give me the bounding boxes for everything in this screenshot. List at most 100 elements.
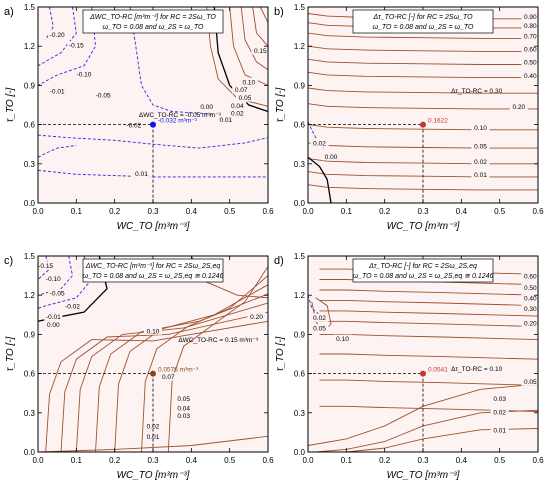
contour-label: 0.40 [524, 296, 537, 303]
legend-box [82, 258, 224, 283]
legend-text: ω_TO = 0.08 and ω_2S = ω_TO [373, 24, 474, 31]
x-tick-label: 0.3 [147, 456, 159, 465]
contour-label-bg [232, 85, 251, 94]
x-tick-label: 0.1 [341, 207, 353, 216]
y-tick-label: 0.6 [24, 370, 36, 379]
contour-line-6 [60, 311, 269, 453]
contour-label: 0.03 [177, 413, 190, 420]
legend-text: ω_TO = 0.08 and ω_2S = ω_TO [103, 24, 204, 31]
legend-box [352, 258, 494, 283]
reference-point [150, 370, 156, 377]
contour-label: 0.07 [162, 374, 175, 381]
contour-label-bg [333, 334, 352, 343]
contour-line-7 [75, 302, 269, 453]
contour-label: 0.02 [313, 141, 326, 148]
x-axis-label: WC_TO [m³m⁻³] [117, 470, 190, 481]
contour-line-7 [319, 333, 539, 341]
contour-line-12 [315, 409, 539, 453]
contour-label: 0.01 [474, 172, 487, 179]
y-tick-label: 0.6 [294, 121, 306, 130]
contour-label: -0.15 [38, 263, 53, 270]
contour-label-bg [251, 46, 270, 55]
contour-label: 0.02 [493, 409, 506, 416]
contour-label-bg [490, 394, 509, 403]
contour-label: -0.02 [65, 303, 80, 310]
x-tick-label: 0.4 [456, 456, 468, 465]
contour-label-bg [67, 41, 86, 50]
y-tick-label: 1.2 [24, 42, 36, 51]
panel-label: a) [4, 6, 14, 18]
contour-label-bg [144, 432, 162, 441]
contour-label-bg [521, 304, 540, 313]
annotation: Δτ_TO-RC = 0.30 [451, 88, 502, 95]
y-tick-label: 0.0 [294, 448, 306, 457]
contour-label-bg [310, 324, 329, 333]
x-tick-label: 0.6 [262, 456, 274, 465]
contour-line-8 [307, 103, 538, 110]
x-tick-label: 0.6 [532, 207, 544, 216]
reference-point [420, 121, 426, 128]
contour-line-9 [114, 284, 269, 453]
contour-line-9 [307, 124, 538, 131]
contour-label-bg [521, 21, 540, 30]
legend-text: Δτ_TO-RC [-] for RC = 2Sω_TO [372, 14, 473, 21]
contour-label-bg [521, 294, 540, 303]
contour-label: 0.15 [254, 48, 267, 55]
y-axis-label: τ_TO [-] [5, 336, 16, 371]
contour-label-bg [247, 312, 266, 321]
legend-box [352, 9, 494, 34]
y-tick-label: 0.9 [24, 330, 36, 339]
contour-line-6 [319, 320, 539, 328]
y-tick-label: 0.9 [294, 330, 306, 339]
contour-label-bg [44, 320, 63, 329]
contour-label-bg [174, 403, 193, 412]
contour-line-11 [240, 6, 269, 71]
contour-label-bg [521, 377, 540, 386]
contour-label: -0.10 [77, 71, 92, 78]
x-tick-label: 0.4 [186, 456, 198, 465]
contour-label: 0.02 [147, 424, 160, 431]
contour-label: -0.20 [50, 32, 65, 39]
contour-label-bg [228, 109, 247, 118]
contour-label: -0.05 [96, 92, 111, 99]
contour-label: 0.50 [524, 285, 537, 292]
legend-text: ω_TO = 0.08 and ω_2S = ω_2S,eq ≅ 0.1246 [83, 273, 224, 280]
contour-label: 0.01 [147, 434, 160, 441]
contour-line-11 [307, 158, 538, 165]
x-tick-label: 0.2 [109, 207, 121, 216]
contour-label-bg [471, 141, 490, 150]
contour-label: 0.10 [147, 328, 160, 335]
contour-label: 0.05 [239, 95, 252, 102]
contour-label-bg [490, 407, 509, 416]
y-axis-label: τ_TO [-] [275, 87, 286, 122]
contour-line-3 [307, 32, 538, 39]
contour-label: 0.05 [177, 396, 190, 403]
contour-line-3 [319, 289, 539, 296]
contour-label-bg [132, 169, 151, 178]
contour-label: -0.15 [69, 43, 84, 50]
contour-label-bg [471, 123, 490, 132]
contour-label: 0.05 [474, 143, 487, 150]
x-tick-label: 0.0 [32, 456, 44, 465]
contour-line-5 [37, 134, 269, 149]
y-tick-label: 0.3 [24, 409, 36, 418]
contour-label-bg [322, 152, 340, 161]
contour-label: 0.10 [336, 336, 349, 343]
y-tick-label: 1.5 [24, 252, 36, 261]
contour-line-4 [319, 299, 539, 307]
y-tick-label: 0.0 [24, 448, 36, 457]
contour-line-14 [307, 295, 320, 316]
contour-label: 0.90 [524, 14, 537, 21]
y-tick-label: 0.3 [294, 409, 306, 418]
x-tick-label: 0.3 [417, 207, 429, 216]
y-tick-label: 1.5 [294, 252, 306, 261]
legend-text: ω_TO = 0.08 and ω_2S = ω_2S,eq ≅ 0.1246 [353, 273, 494, 280]
x-tick-label: 0.2 [379, 456, 391, 465]
x-tick-label: 0.0 [302, 456, 314, 465]
contour-label: -0.05 [50, 290, 65, 297]
contour-line-8 [319, 353, 539, 360]
contour-label: 0.10 [243, 79, 256, 86]
contour-line-9 [319, 379, 539, 386]
y-tick-label: 1.2 [24, 291, 36, 300]
x-tick-label: 0.2 [109, 456, 121, 465]
